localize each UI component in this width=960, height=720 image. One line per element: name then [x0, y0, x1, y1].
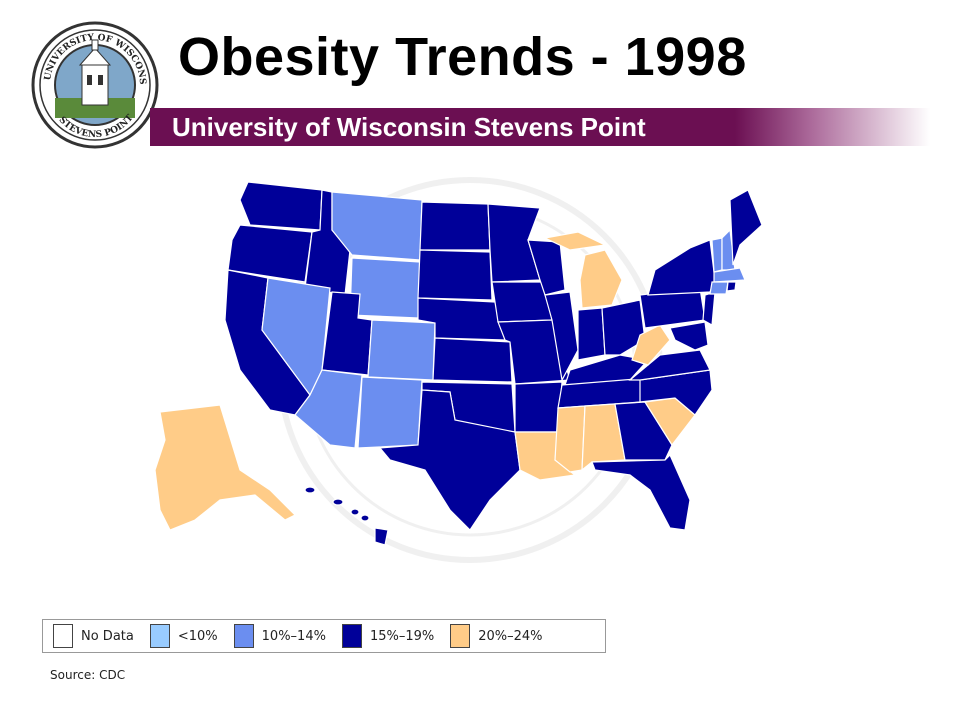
- legend-label: 10%–14%: [261, 628, 326, 644]
- state-mi: [579, 249, 623, 309]
- legend-swatch-no-data: [53, 624, 73, 648]
- state-il: [544, 291, 579, 382]
- state-mt: [331, 191, 423, 261]
- map-states: [154, 181, 763, 546]
- state-ny: [647, 239, 716, 296]
- state-in: [577, 307, 606, 361]
- legend-item-10-14: 10%–14%: [233, 624, 326, 648]
- legend-label: No Data: [81, 628, 134, 644]
- state-fl: [591, 453, 691, 531]
- state-ma: [713, 267, 746, 283]
- state-md-de: [669, 321, 709, 351]
- legend-item-15-19: 15%–19%: [341, 624, 435, 648]
- state-oh: [601, 299, 646, 356]
- state-va: [628, 349, 711, 381]
- legend-swatch-20-24: [450, 624, 471, 648]
- state-me: [729, 189, 763, 266]
- state-nd: [419, 201, 491, 251]
- state-co: [367, 319, 436, 381]
- state-ky: [564, 354, 650, 386]
- us-obesity-map: [154, 177, 763, 563]
- legend-label: 15%–19%: [369, 628, 435, 644]
- state-ar: [514, 381, 563, 433]
- legend-item-20-24: 20%–24%: [450, 624, 543, 648]
- state-sd: [417, 249, 493, 301]
- state-ct: [709, 281, 729, 295]
- source-note: Source: CDC: [50, 668, 126, 682]
- map-legend: No Data <10% 10%–14% 15%–19% 20%–24%: [42, 619, 606, 653]
- legend-swatch-15-19: [341, 624, 362, 648]
- state-nj: [702, 291, 716, 326]
- state-ri: [726, 281, 737, 292]
- state-az: [294, 369, 363, 449]
- state-mi-upper: [543, 231, 608, 251]
- legend-swatch-lt10: [149, 624, 170, 648]
- state-hi: [304, 486, 389, 546]
- legend-item-lt10: <10%: [149, 624, 218, 648]
- subtitle-banner: [150, 108, 930, 146]
- legend-item-no-data: No Data: [53, 624, 134, 648]
- state-ks: [432, 337, 513, 383]
- state-wa: [239, 181, 323, 231]
- legend-swatch-10-14: [233, 624, 254, 648]
- subtitle: University of Wisconsin Stevens Point: [172, 112, 646, 142]
- state-tx: [378, 389, 521, 531]
- state-or: [227, 224, 313, 283]
- university-seal-logo: UNIVERSITY OF WISCONSIN STEVENS POINT: [30, 20, 159, 149]
- state-vt: [711, 237, 723, 273]
- state-ms: [554, 405, 586, 473]
- legend-label: 20%–24%: [478, 628, 543, 644]
- state-wy: [349, 257, 421, 319]
- state-ak: [154, 404, 297, 531]
- page-title: Obesity Trends - 1998: [178, 27, 747, 87]
- state-nm: [357, 376, 423, 449]
- legend-label: <10%: [177, 628, 218, 644]
